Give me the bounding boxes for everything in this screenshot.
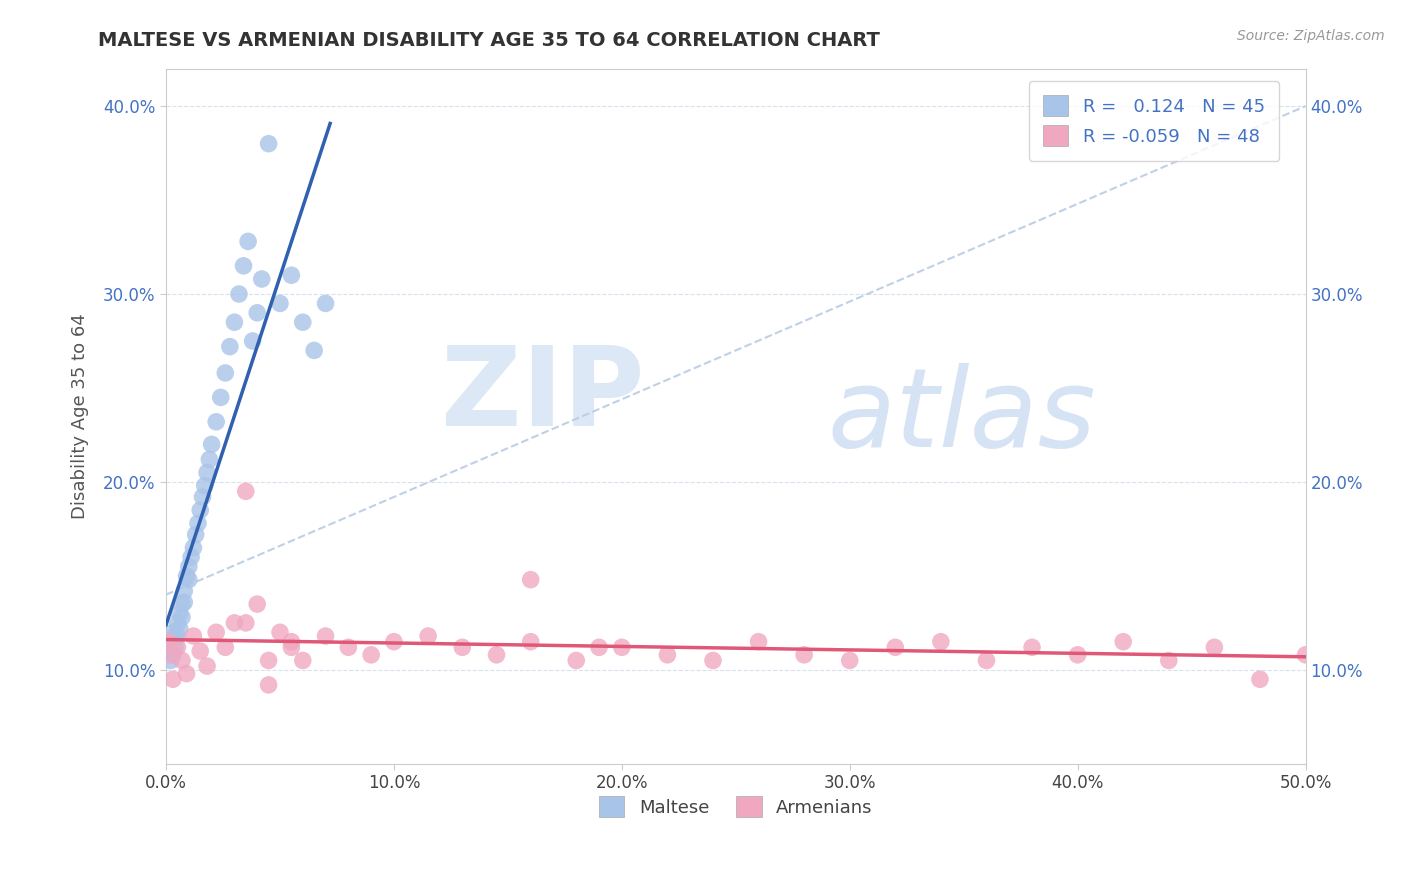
Point	[173, 595, 195, 609]
Point	[235, 615, 257, 630]
Point	[224, 615, 246, 630]
Point	[169, 607, 191, 621]
Point	[159, 644, 181, 658]
Point	[702, 653, 724, 667]
Point	[1157, 653, 1180, 667]
Point	[159, 653, 181, 667]
Point	[838, 653, 860, 667]
Point	[280, 640, 302, 655]
Point	[565, 653, 588, 667]
Point	[162, 648, 184, 662]
Point	[214, 366, 236, 380]
Point	[1066, 648, 1088, 662]
Point	[165, 640, 187, 655]
Point	[793, 648, 815, 662]
Text: atlas: atlas	[827, 363, 1095, 470]
Point	[235, 484, 257, 499]
Point	[177, 573, 200, 587]
Point	[170, 610, 193, 624]
Point	[360, 648, 382, 662]
Point	[176, 666, 198, 681]
Point	[250, 272, 273, 286]
Point	[485, 648, 508, 662]
Point	[170, 597, 193, 611]
Point	[929, 634, 952, 648]
Point	[157, 634, 180, 648]
Point	[242, 334, 264, 348]
Point	[165, 629, 187, 643]
Point	[195, 466, 218, 480]
Point	[191, 490, 214, 504]
Point	[269, 296, 291, 310]
Point	[748, 634, 770, 648]
Point	[169, 622, 191, 636]
Point	[657, 648, 679, 662]
Point	[1295, 648, 1317, 662]
Point	[201, 437, 224, 451]
Text: MALTESE VS ARMENIAN DISABILITY AGE 35 TO 64 CORRELATION CHART: MALTESE VS ARMENIAN DISABILITY AGE 35 TO…	[98, 31, 880, 50]
Point	[177, 559, 200, 574]
Point	[337, 640, 360, 655]
Point	[195, 659, 218, 673]
Point	[269, 625, 291, 640]
Point	[291, 315, 314, 329]
Point	[257, 653, 280, 667]
Point	[588, 640, 610, 655]
Point	[315, 629, 337, 643]
Point	[246, 306, 269, 320]
Point	[188, 644, 211, 658]
Point	[1249, 673, 1271, 687]
Text: ZIP: ZIP	[441, 342, 644, 449]
Point	[194, 479, 217, 493]
Point	[173, 583, 195, 598]
Point	[246, 597, 269, 611]
Point	[166, 640, 188, 655]
Point	[218, 340, 240, 354]
Point	[519, 573, 541, 587]
Point	[209, 390, 232, 404]
Point	[280, 268, 302, 283]
Point	[157, 634, 180, 648]
Point	[519, 634, 541, 648]
Point	[176, 569, 198, 583]
Point	[1204, 640, 1226, 655]
Y-axis label: Disability Age 35 to 64: Disability Age 35 to 64	[72, 313, 89, 519]
Legend: Maltese, Armenians: Maltese, Armenians	[592, 789, 880, 824]
Point	[976, 653, 998, 667]
Point	[183, 541, 205, 555]
Point	[382, 634, 405, 648]
Point	[166, 615, 188, 630]
Point	[198, 452, 221, 467]
Point	[162, 625, 184, 640]
Point	[884, 640, 907, 655]
Point	[162, 673, 184, 687]
Point	[188, 503, 211, 517]
Point	[451, 640, 474, 655]
Point	[180, 550, 202, 565]
Point	[187, 516, 209, 531]
Point	[184, 527, 207, 541]
Point	[280, 634, 302, 648]
Point	[291, 653, 314, 667]
Point	[228, 287, 250, 301]
Point	[214, 640, 236, 655]
Point	[257, 136, 280, 151]
Point	[257, 678, 280, 692]
Point	[183, 629, 205, 643]
Point	[205, 415, 228, 429]
Point	[170, 653, 193, 667]
Point	[302, 343, 325, 358]
Point	[232, 259, 254, 273]
Point	[205, 625, 228, 640]
Point	[1021, 640, 1043, 655]
Point	[610, 640, 633, 655]
Point	[166, 629, 188, 643]
Text: Source: ZipAtlas.com: Source: ZipAtlas.com	[1237, 29, 1385, 43]
Point	[1112, 634, 1135, 648]
Point	[416, 629, 439, 643]
Point	[159, 648, 181, 662]
Point	[315, 296, 337, 310]
Point	[236, 235, 259, 249]
Point	[224, 315, 246, 329]
